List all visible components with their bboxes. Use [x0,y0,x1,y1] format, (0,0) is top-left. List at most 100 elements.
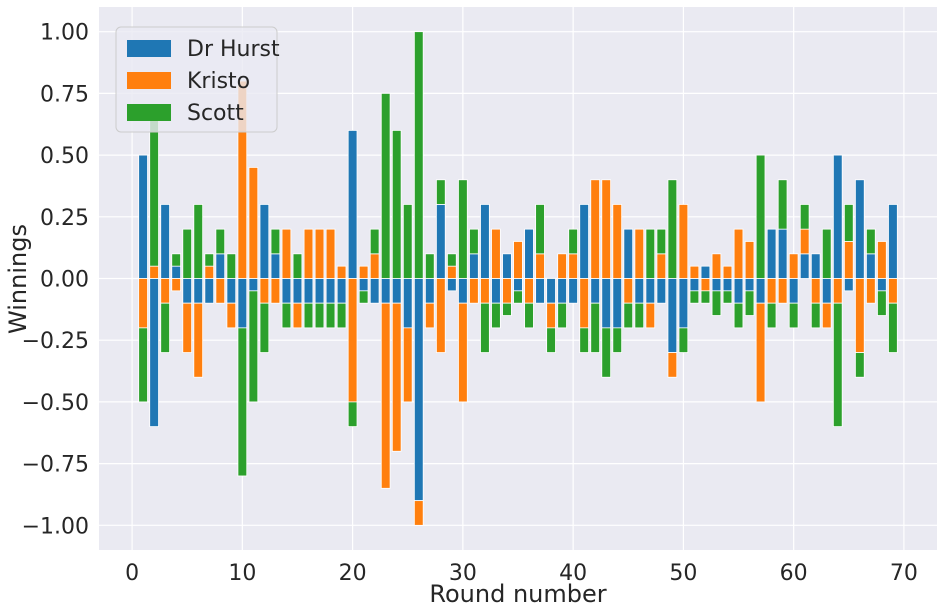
bar-dr-hurst-round-44 [612,278,623,329]
bar-scott-round-65 [843,204,854,242]
bar-kristo-round-3 [160,278,170,304]
bar-kristo-round-29 [447,265,457,279]
bar-dr-hurst-round-11 [248,278,259,292]
bar-scott-round-1 [138,327,148,403]
y-tick-label: −0.75 [22,453,89,478]
bar-dr-hurst-round-45 [623,228,634,279]
bar-kristo-round-43 [601,179,612,279]
bar-kristo-round-40 [568,253,578,279]
bar-dr-hurst-round-4 [171,265,181,279]
bar-kristo-round-62 [810,278,821,304]
bar-scott-round-67 [866,228,876,255]
bar-kristo-round-47 [645,302,656,329]
bar-kristo-round-26 [413,500,424,526]
bar-scott-round-39 [557,302,567,329]
bar-kristo-round-9 [226,302,237,329]
bar-kristo-round-67 [866,278,876,304]
bar-kristo-round-34 [502,278,512,304]
bar-dr-hurst-round-2 [149,278,159,427]
bar-scott-round-11 [248,290,259,403]
bar-kristo-round-59 [777,278,788,304]
bar-dr-hurst-round-18 [325,278,336,304]
x-tick-label: 70 [890,561,918,586]
bar-scott-round-42 [590,302,600,353]
bar-dr-hurst-round-29 [447,278,457,292]
bar-dr-hurst-round-30 [458,278,468,304]
bar-scott-round-22 [369,228,380,255]
bar-dr-hurst-round-47 [645,278,656,304]
bar-dr-hurst-round-1 [138,154,148,279]
bar-kristo-round-19 [336,265,347,279]
y-tick-label: −0.50 [22,391,89,416]
bar-kristo-round-22 [369,253,380,279]
bar-kristo-round-5 [182,302,193,353]
bar-scott-round-45 [623,302,634,329]
bar-dr-hurst-round-39 [557,278,567,304]
bar-scott-round-26 [413,31,424,279]
bar-kristo-round-24 [391,302,402,452]
bar-dr-hurst-round-66 [855,179,865,279]
bar-scott-round-18 [325,302,336,329]
bar-dr-hurst-round-21 [358,278,369,292]
legend-swatch-kristo [127,72,171,89]
bar-dr-hurst-round-55 [733,278,744,304]
bar-kristo-round-49 [667,352,678,378]
bar-kristo-round-66 [855,278,865,353]
bar-scott-round-30 [458,179,468,279]
bar-scott-round-50 [678,327,689,353]
bar-scott-round-16 [303,302,314,329]
bar-scott-round-13 [270,228,281,255]
bar-kristo-round-53 [711,253,722,279]
bar-scott-round-14 [281,302,292,329]
bar-scott-round-56 [744,290,755,316]
bar-kristo-round-69 [888,278,898,304]
bar-scott-round-46 [634,302,645,329]
bar-dr-hurst-round-51 [689,278,700,292]
bar-scott-round-36 [524,302,534,329]
legend: Dr Hurst Kristo Scott [115,26,280,133]
bar-kristo-round-12 [259,278,270,304]
bar-kristo-round-54 [722,265,733,279]
bar-dr-hurst-round-43 [601,278,612,329]
bar-kristo-round-28 [436,278,446,353]
bar-kristo-round-42 [590,179,600,279]
x-tick-label: 10 [228,561,256,586]
bar-kristo-round-41 [579,278,589,329]
bar-scott-round-35 [513,290,523,304]
bars [138,31,898,526]
bar-dr-hurst-round-13 [270,253,281,279]
bar-dr-hurst-round-62 [810,253,821,279]
bar-scott-round-9 [226,253,237,279]
bar-dr-hurst-round-65 [843,278,854,292]
bar-kristo-round-65 [843,241,854,279]
bar-dr-hurst-round-59 [777,228,788,279]
bar-dr-hurst-round-33 [491,278,501,304]
x-tick-label: 40 [559,561,587,586]
x-tick-label: 0 [125,561,139,586]
bar-scott-round-34 [502,302,512,316]
bar-kristo-round-6 [193,302,204,378]
bar-kristo-round-21 [358,265,369,279]
bar-scott-round-51 [689,290,700,304]
bar-kristo-round-44 [612,204,623,279]
bar-scott-round-10 [237,327,248,477]
bar-kristo-round-25 [402,327,413,403]
bar-scott-round-37 [535,204,545,255]
x-tick-label: 20 [339,561,367,586]
bar-kristo-round-35 [513,241,523,279]
bar-kristo-round-50 [678,204,689,279]
bar-scott-round-32 [480,302,490,353]
bar-kristo-round-36 [524,278,534,304]
bar-scott-round-54 [722,290,733,304]
bar-kristo-round-14 [281,228,292,279]
y-tick-label: 0.50 [40,144,89,169]
bar-scott-round-48 [656,228,667,255]
y-tick-label: −0.25 [22,329,89,354]
bar-dr-hurst-round-52 [700,265,711,279]
bar-kristo-round-46 [634,228,645,279]
bar-dr-hurst-round-28 [436,204,446,279]
x-tick-labels: 0 10 20 30 40 50 60 70 [125,561,918,586]
bar-scott-round-64 [832,302,843,427]
bar-dr-hurst-round-50 [678,278,689,329]
